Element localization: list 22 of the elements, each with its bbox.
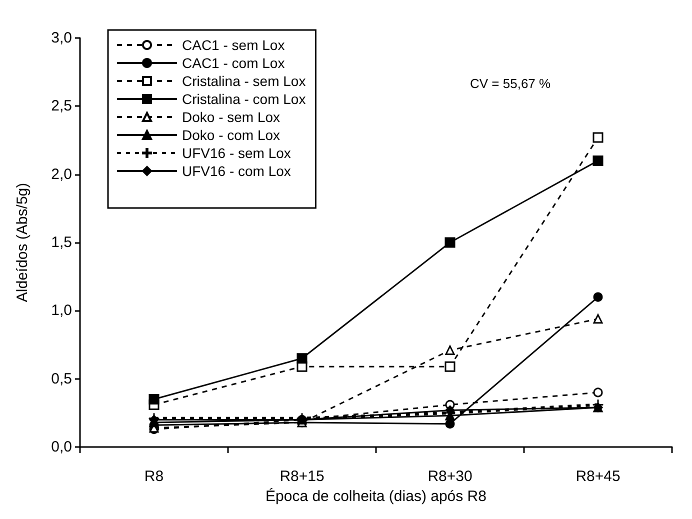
legend-label: Cristalina - sem Lox xyxy=(182,73,306,89)
x-tick-label: R8 xyxy=(144,468,164,485)
legend-label: CAC1 - com Lox xyxy=(182,55,285,71)
x-axis-title: Época de colheita (dias) após R8 xyxy=(266,486,486,505)
legend-label: Doko - com Lox xyxy=(182,127,280,143)
y-tick-label: 0,0 xyxy=(51,438,72,456)
legend-label: UFV16 - com Lox xyxy=(182,163,291,179)
y-axis-title: Aldeídos (Abs/5g) xyxy=(14,182,31,302)
y-tick-label: 0,5 xyxy=(51,370,72,388)
legend-label: CAC1 - sem Lox xyxy=(182,37,285,53)
x-tick-label: R8+45 xyxy=(576,468,620,485)
annotation: CV = 55,67 % xyxy=(470,76,552,91)
y-tick-label: 1,0 xyxy=(51,302,72,320)
y-tick-label: 3,0 xyxy=(51,30,72,46)
x-tick-label: R8+15 xyxy=(280,468,324,485)
legend-label: UFV16 - sem Lox xyxy=(182,145,291,161)
legend-label: Cristalina - com Lox xyxy=(182,91,306,107)
y-tick-label: 1,5 xyxy=(51,234,72,251)
x-tick-label: R8+30 xyxy=(428,468,472,485)
y-tick-label: 2,5 xyxy=(51,98,72,115)
y-tick-label: 2,0 xyxy=(51,166,72,183)
legend-label: Doko - sem Lox xyxy=(182,109,280,125)
